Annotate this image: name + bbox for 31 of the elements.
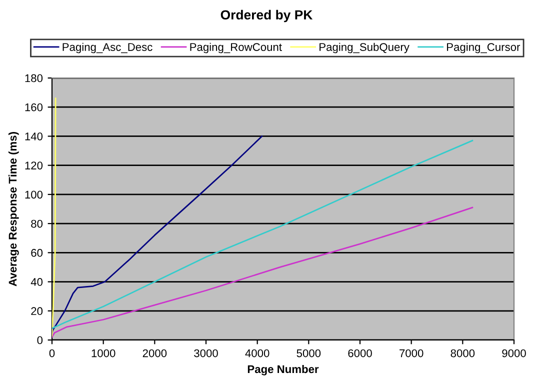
y-tick-label: 20 <box>31 307 43 316</box>
line-series <box>52 206 474 338</box>
y-tick-label: 40 <box>30 278 43 286</box>
legend-label: Paging_SubQuery <box>320 42 410 54</box>
line-series <box>52 140 474 330</box>
line-series <box>52 98 56 336</box>
y-tick-label: 180 <box>25 74 43 82</box>
y-tick-label: 0 <box>37 336 43 344</box>
x-tick-label: 4000 <box>245 349 270 358</box>
x-tick-label: 0 <box>49 349 55 358</box>
legend-label: Paging_Cursor <box>447 42 520 54</box>
x-tick-label: 3000 <box>194 349 218 358</box>
legend-label: Paging_Asc_Desc <box>62 42 152 54</box>
line-series <box>52 136 263 334</box>
y-tick-label: 120 <box>25 162 43 170</box>
x-tick-label: 6000 <box>348 349 372 358</box>
y-tick-label: 80 <box>31 220 43 228</box>
y-tick-label: 140 <box>25 132 43 140</box>
chart-title: Ordered by PK <box>220 10 313 22</box>
x-tick-label: 5000 <box>296 349 321 358</box>
x-tick-label: 8000 <box>450 349 475 358</box>
y-axis-title: Average Response Time (ms) <box>8 132 19 286</box>
legend-label: Paging_RowCount <box>190 42 282 54</box>
x-tick-label: 2000 <box>142 349 167 358</box>
y-tick-label: 100 <box>25 190 43 199</box>
x-tick-label: 9000 <box>502 349 526 358</box>
x-axis-title: Page Number <box>248 364 319 376</box>
x-tick-label: 7000 <box>400 349 424 358</box>
x-tick-label: 1000 <box>92 349 116 358</box>
y-tick-label: 160 <box>25 103 43 112</box>
y-tick-label: 60 <box>31 248 43 257</box>
